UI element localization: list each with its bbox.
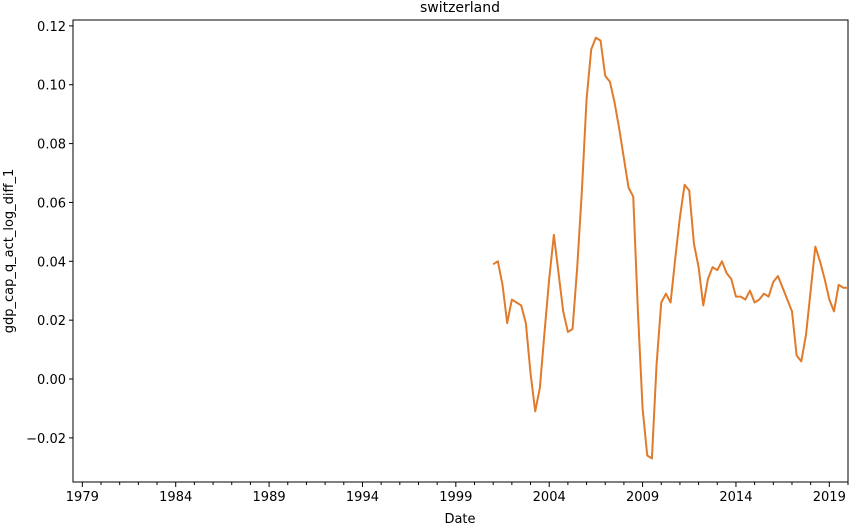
x-tick-label: 2019 bbox=[813, 490, 846, 505]
y-tick-label: 0.12 bbox=[37, 20, 66, 35]
x-axis: 1979 1984 1989 1994 1999 2004 2009 2014 2019 bbox=[66, 482, 849, 505]
x-tick-label: 2004 bbox=[533, 490, 566, 505]
x-tick-label: 1979 bbox=[66, 490, 99, 505]
x-tick-label: 1984 bbox=[159, 490, 192, 505]
x-tick-label: 2014 bbox=[719, 490, 752, 505]
y-axis-label: gdp_cap_q_act_log_diff_1 bbox=[2, 169, 17, 334]
y-tick-label: −0.02 bbox=[26, 432, 66, 447]
axes-frame bbox=[72, 19, 849, 483]
chart-title: switzerland bbox=[420, 0, 500, 16]
y-axis: −0.02 0.00 0.02 0.04 0.06 0.08 0.10 0.12 bbox=[26, 20, 73, 447]
series-layer bbox=[492, 36, 848, 460]
x-tick-label: 1994 bbox=[346, 490, 379, 505]
y-tick-label: 0.04 bbox=[37, 255, 66, 270]
y-tick-label: 0.02 bbox=[37, 314, 66, 329]
series-line bbox=[492, 36, 848, 460]
x-tick-label: 1999 bbox=[439, 490, 472, 505]
x-axis-label: Date bbox=[444, 512, 475, 525]
plot-area bbox=[72, 19, 849, 483]
y-tick-label: 0.06 bbox=[37, 196, 66, 211]
y-tick-label: 0.00 bbox=[37, 373, 66, 388]
y-tick-label: 0.10 bbox=[37, 79, 66, 94]
y-tick-label: 0.08 bbox=[37, 138, 66, 153]
x-tick-label: 2009 bbox=[626, 490, 659, 505]
x-tick-label: 1989 bbox=[253, 490, 286, 505]
